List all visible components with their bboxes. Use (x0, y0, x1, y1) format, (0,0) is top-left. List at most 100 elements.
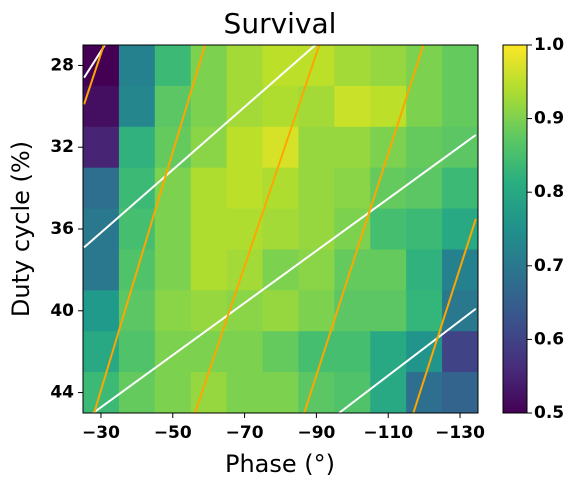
heatmap-cell (118, 45, 156, 87)
heatmap-cell (334, 126, 371, 169)
y-axis-label: Duty cycle (%) (7, 141, 35, 317)
heatmap-cell (406, 85, 443, 128)
x-tick-label: −30 (82, 423, 120, 443)
overlay-line (83, 45, 105, 105)
heatmap-cell (262, 45, 299, 87)
chart-title: Survival (224, 7, 337, 40)
heatmap-cell (190, 208, 228, 250)
heatmap-cell (154, 290, 192, 332)
heatmap-cell (442, 85, 479, 128)
y-tick-label: 40 (50, 301, 74, 321)
heatmap-cell (442, 331, 479, 373)
heatmap-cell (83, 126, 120, 169)
heatmap-cell (226, 331, 264, 373)
x-tick-label: −110 (363, 423, 413, 443)
heatmap-cell (154, 208, 192, 250)
heatmap-cell (226, 126, 264, 169)
heatmap-cell (298, 208, 335, 250)
heatmap-cell (226, 372, 264, 414)
colorbar-tick-label: 0.9 (534, 109, 564, 129)
heatmap-cell (154, 85, 192, 128)
heatmap-cell (83, 290, 120, 332)
overlay-line (83, 45, 316, 249)
heatmap-cell (406, 126, 443, 169)
heatmap-cell (442, 372, 479, 414)
overlay-line (92, 134, 477, 413)
heatmap-cell (442, 45, 479, 87)
heatmap-cell (406, 208, 443, 250)
heatmap-cell (190, 290, 228, 332)
heatmap-cell (370, 249, 407, 291)
heatmap-cell (154, 249, 192, 291)
heatmap-cell (83, 85, 120, 128)
overlay-lines (83, 45, 477, 413)
heatmap-cell (334, 85, 371, 128)
colorbar-tick-label: 0.5 (534, 403, 564, 423)
heatmap-cell (406, 290, 443, 332)
heatmap-cell (83, 249, 120, 291)
colorbar-tick-label: 0.8 (534, 182, 564, 202)
heatmap-cell (298, 126, 335, 169)
heatmap-cell (334, 290, 371, 332)
heatmap-cell (154, 167, 192, 210)
heatmap-cell (298, 290, 335, 332)
overlay-line (194, 45, 321, 413)
heatmap-cell (370, 85, 407, 128)
colorbar-tick-label: 1.0 (534, 35, 564, 55)
y-tick-label: 28 (50, 55, 74, 75)
heatmap-cell (190, 249, 228, 291)
heatmap-cell (370, 290, 407, 332)
y-tick-label: 32 (50, 137, 74, 157)
overlay-line (338, 307, 477, 413)
x-tick-label: −90 (297, 423, 335, 443)
colorbar-tick-label: 0.6 (534, 329, 564, 349)
heatmap-cell (154, 126, 192, 169)
heatmap-cell (262, 331, 299, 373)
heatmap-cell (370, 126, 407, 169)
heatmap-cell (334, 167, 371, 210)
heatmap-cell (298, 372, 335, 414)
heatmap-cell (118, 331, 156, 373)
heatmap-cell (118, 167, 156, 210)
heatmap-cell (118, 85, 156, 128)
heatmap-cell (370, 372, 407, 414)
heatmap-cell (190, 126, 228, 169)
colorbar (502, 44, 528, 414)
heatmap-cell (226, 249, 264, 291)
heatmap-cell (118, 126, 156, 169)
heatmap-cell (154, 372, 192, 414)
heatmap-cell (262, 290, 299, 332)
heatmap-cell (190, 167, 228, 210)
heatmap-cell (262, 208, 299, 250)
heatmap-cell (262, 249, 299, 291)
heatmap-cell (298, 249, 335, 291)
heatmap-cell (226, 167, 264, 210)
overlay-line (412, 218, 477, 413)
x-axis-label: Phase (°) (225, 450, 335, 478)
overlay-line (93, 45, 207, 413)
colorbar-tick-label: 0.7 (534, 256, 564, 276)
heatmap-cell (406, 249, 443, 291)
x-tick-label: −50 (154, 423, 192, 443)
x-tick-label: −130 (435, 423, 485, 443)
heatmap-cell (190, 45, 228, 87)
heatmap-cell (406, 167, 443, 210)
heatmap-cell (83, 331, 120, 373)
heatmap-cell (226, 45, 264, 87)
heatmap-cell (442, 167, 479, 210)
heatmap-cell (154, 331, 192, 373)
heatmap-cell (190, 85, 228, 128)
heatmap-cell (370, 45, 407, 87)
heatmap-cell (83, 167, 120, 210)
overlay-line (303, 45, 425, 413)
heatmap-cell (334, 45, 371, 87)
heatmap-cell (262, 167, 299, 210)
heatmap (83, 45, 479, 414)
heatmap-cell (334, 331, 371, 373)
x-tick-label: −70 (226, 423, 264, 443)
heatmap-cell (262, 372, 299, 414)
y-tick-label: 44 (50, 383, 74, 403)
heatmap-cell (370, 208, 407, 250)
heatmap-cell (298, 85, 335, 128)
